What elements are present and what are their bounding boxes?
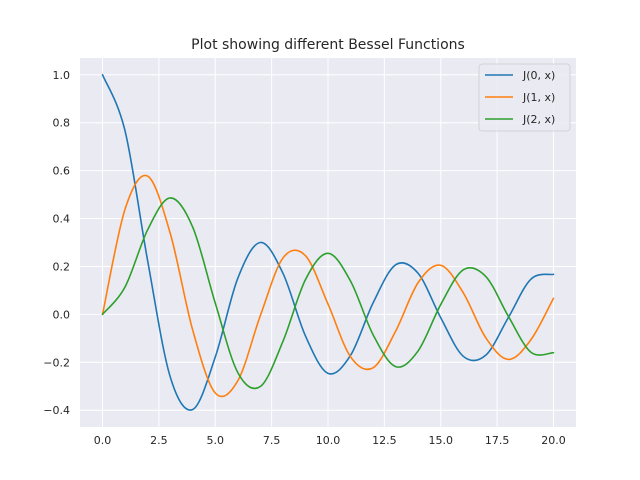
x-tick-label: 10.0: [316, 434, 341, 447]
chart-title: Plot showing different Bessel Functions: [191, 37, 465, 53]
x-tick-label: 7.5: [263, 434, 281, 447]
x-tick-label: 5.0: [207, 434, 225, 447]
y-tick-label: 0.8: [53, 117, 71, 130]
x-tick-label: 2.5: [150, 434, 168, 447]
legend-box: [478, 63, 571, 132]
y-tick-label: 0.2: [53, 260, 71, 273]
legend: J(0, x) J(1, x) J(2, x): [478, 63, 571, 132]
x-tick-label: 12.5: [372, 434, 397, 447]
y-tick-label: −0.2: [43, 356, 70, 369]
y-tick-label: 1.0: [53, 69, 71, 82]
y-tick-label: 0.6: [53, 165, 71, 178]
x-tick-label: 0.0: [94, 434, 112, 447]
series-line-0: [101, 73, 555, 411]
series-layer: [101, 73, 555, 411]
y-tick-label: 0.4: [53, 213, 71, 226]
legend-label: J(1, x): [522, 91, 555, 104]
x-axis-ticks: 0.0 2.5 5.0 7.5 10.0 12.5 15.0 17.5 20.0: [94, 434, 566, 447]
x-tick-label: 20.0: [541, 434, 566, 447]
y-tick-label: 0.0: [53, 308, 71, 321]
legend-label: J(0, x): [522, 69, 555, 82]
y-tick-label: −0.4: [43, 404, 70, 417]
legend-label: J(2, x): [522, 113, 555, 126]
x-tick-label: 17.5: [485, 434, 510, 447]
y-axis-ticks: −0.4 −0.2 0.0 0.2 0.4 0.6 0.8 1.0: [43, 69, 70, 417]
series-line-1: [101, 174, 555, 398]
x-tick-label: 15.0: [428, 434, 453, 447]
series-line-2: [101, 197, 555, 390]
